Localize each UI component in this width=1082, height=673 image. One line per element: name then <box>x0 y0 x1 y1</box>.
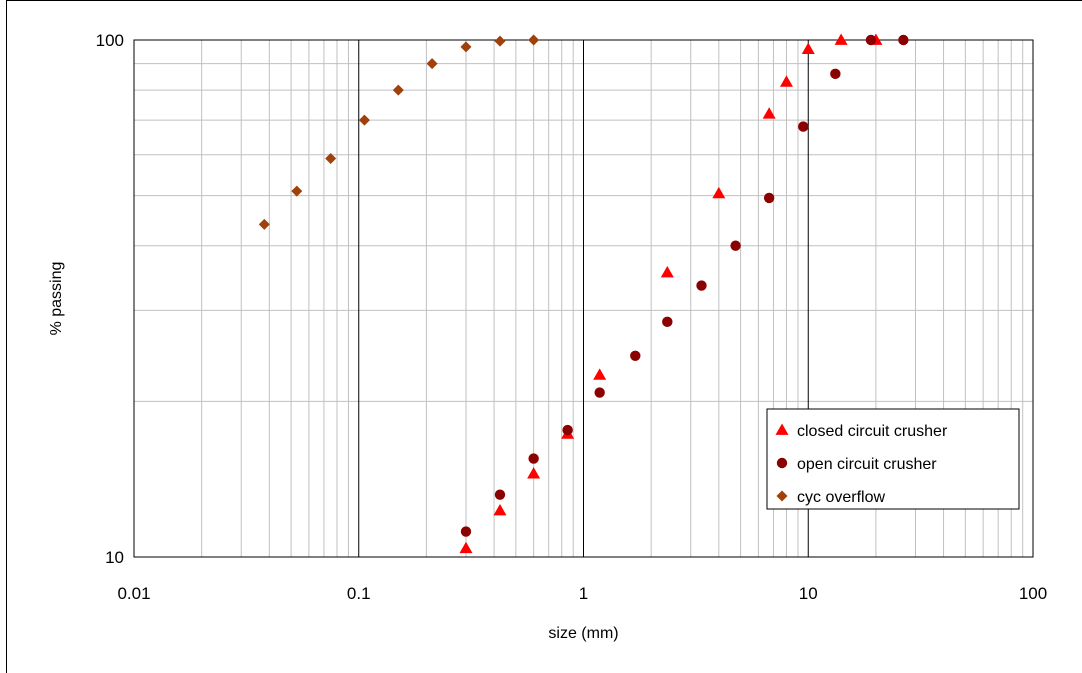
tick-layer: 0.01 0.1 1 10 100 10 100 <box>96 31 1048 603</box>
triangle-point <box>834 33 848 45</box>
y-tick-label: 100 <box>96 31 124 50</box>
triangle-point <box>459 541 473 554</box>
triangle-point <box>660 266 674 278</box>
circle-point <box>865 34 877 46</box>
x-axis-title: size (mm) <box>548 625 618 642</box>
triangle-point <box>712 186 726 199</box>
diamond-point <box>528 34 540 46</box>
diamond-point <box>494 35 506 47</box>
circle-point <box>696 280 707 291</box>
legend: closed circuit crusher open circuit crush… <box>766 408 1020 510</box>
circle-point <box>460 526 472 537</box>
circle-point <box>528 453 539 464</box>
x-tick-label: 0.01 <box>117 584 150 603</box>
x-tick-label: 100 <box>1019 584 1047 603</box>
diamond-point <box>460 41 472 53</box>
series-circle <box>460 34 909 537</box>
legend-marker-diamond <box>776 490 788 502</box>
x-tick-label: 0.1 <box>347 584 371 603</box>
legend-marker-triangle <box>775 423 789 435</box>
legend-box <box>766 408 1020 510</box>
triangle-point <box>762 107 776 119</box>
diamond-point <box>392 84 404 96</box>
circle-point <box>630 350 641 362</box>
series-diamond <box>258 34 540 230</box>
diamond-point <box>426 58 438 70</box>
circle-point <box>898 34 909 46</box>
legend-marker-circle <box>776 457 788 469</box>
circle-point <box>798 121 809 132</box>
legend-label: cyc overflow <box>797 489 885 506</box>
circle-point <box>594 387 605 398</box>
diamond-point <box>258 218 270 230</box>
triangle-point <box>593 368 607 380</box>
chart-frame <box>6 0 1082 673</box>
x-tick-label: 1 <box>579 584 588 603</box>
triangle-point <box>779 75 793 87</box>
circle-point <box>662 316 673 328</box>
y-axis-title: % passing <box>48 262 65 336</box>
plot-border <box>133 39 1034 558</box>
circle-point <box>730 240 741 251</box>
circle-point <box>494 489 506 500</box>
triangle-point <box>493 504 507 516</box>
diamond-point <box>325 152 337 164</box>
circle-point <box>763 192 775 204</box>
diamond-point <box>291 185 303 197</box>
marks-layer <box>258 33 909 554</box>
legend-label: closed circuit crusher <box>797 423 948 440</box>
circle-point <box>830 68 841 80</box>
legend-label: open circuit crusher <box>797 456 937 473</box>
y-tick-label: 10 <box>105 548 124 567</box>
diamond-point <box>358 114 370 126</box>
triangle-point <box>527 467 541 479</box>
triangle-point <box>801 42 815 55</box>
x-tick-label: 10 <box>799 584 818 603</box>
circle-point <box>562 424 573 436</box>
